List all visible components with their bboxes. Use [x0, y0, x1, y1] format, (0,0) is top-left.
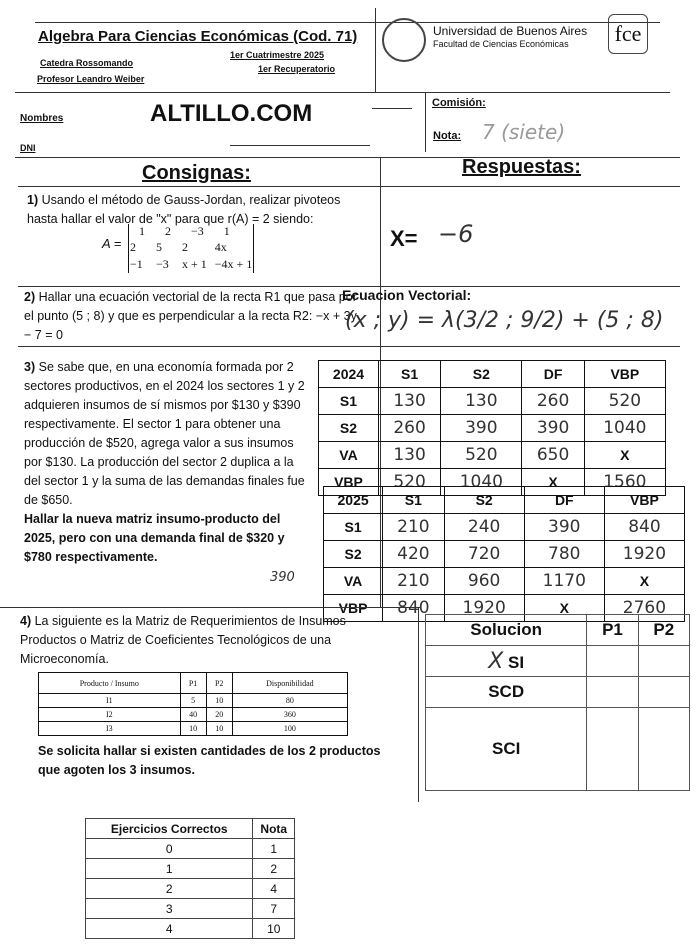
q2-answer-label: Ecuacion Vectorial:: [342, 287, 472, 303]
q4-question: Se solicita hallar si existen cantidades…: [38, 744, 381, 777]
q2-answer: (x ; y) = λ(3/2 ; 9/2) + (5 ; 8): [345, 308, 664, 333]
q3-text: 3) Se sabe que, en una economía formada …: [24, 360, 305, 564]
exam-type: 1er Recuperatorio: [258, 64, 336, 74]
dni-label: DNI: [20, 143, 36, 153]
si-mark: X: [488, 648, 504, 674]
q3-correction: 390: [270, 570, 295, 585]
q1-answer: −6: [438, 220, 474, 248]
catedra: Catedra Rossomando: [40, 58, 134, 68]
q2-text: 2) Hallar una ecuación vectorial de la r…: [24, 290, 357, 342]
q1-text: 1) Usando el método de Gauss-Jordan, rea…: [27, 193, 341, 226]
comision-label: Comisión:: [432, 97, 486, 109]
respuestas-heading: Respuestas:: [462, 156, 581, 178]
faculty: Facultad de Ciencias Económicas: [433, 39, 569, 49]
name-value[interactable]: ALTILLO.COM: [150, 100, 313, 127]
q1-answer-label: X=: [390, 226, 418, 251]
consignas-heading: Consignas:: [142, 162, 251, 184]
name-label: Nombres: [20, 113, 64, 124]
matrix-a: 1 2 −3 1 2 5 2 4x −1 −3 x + 1 −4x + 1: [128, 224, 255, 273]
course-title: Algebra Para Ciencias Económicas (Cod. 7…: [38, 28, 358, 45]
term: 1er Cuatrimestre 2025: [230, 50, 325, 60]
table-2024: 2024 S1 S2 DF VBP S1 130 130 260 520 S2 260 390 390…: [318, 360, 667, 496]
university: Universidad de Buenos Aires: [433, 24, 588, 38]
nota-label: Nota:: [433, 130, 462, 142]
uba-seal-icon: [382, 18, 426, 62]
solution-table: Solucion P1 P2 X SI SCD SCI: [424, 614, 691, 791]
q4-text: 4) La siguiente es la Matriz de Requerim…: [20, 614, 351, 666]
matrix-label: A =: [102, 236, 122, 251]
fce-logo: fce: [608, 14, 648, 54]
professor: Profesor Leandro Weiber: [37, 74, 145, 84]
table-2025: 2025 S1 S2 DF VBP S1 210 240 390 840 S2 420 720 780…: [322, 486, 686, 622]
nota-value: 7 (siete): [482, 120, 566, 144]
requirements-table: Producto / Insumo P1 P2 Disponibilidad I1 5 1…: [38, 672, 349, 736]
